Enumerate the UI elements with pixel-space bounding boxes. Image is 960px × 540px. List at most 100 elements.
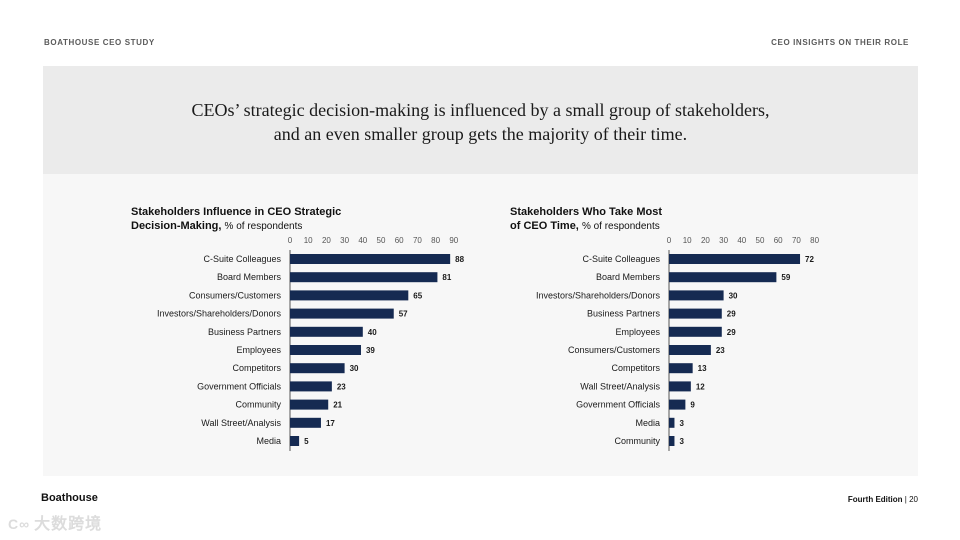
bar-value-label: 12	[696, 382, 705, 391]
bar-value-label: 3	[679, 437, 684, 446]
chart-2-title-line-1: Stakeholders Who Take Most	[510, 206, 662, 218]
header-section-label: CEO INSIGHTS ON THEIR ROLE	[771, 38, 909, 47]
bar	[290, 417, 321, 428]
bar	[669, 326, 722, 337]
bar	[669, 381, 691, 392]
x-tick-label: 20	[322, 236, 331, 245]
category-label: Government Officials	[197, 381, 281, 391]
category-label: Board Members	[596, 272, 661, 282]
footer-edition: Fourth Edition	[847, 495, 903, 504]
x-tick-label: 70	[792, 236, 801, 245]
bar-value-label: 81	[442, 273, 451, 282]
bar	[669, 417, 675, 428]
bar	[669, 345, 711, 355]
x-tick-label: 0	[288, 236, 293, 245]
category-label: Business Partners	[208, 327, 282, 337]
category-label: Board Members	[217, 272, 282, 282]
bar-value-label: 9	[690, 401, 695, 410]
bar-value-label: 65	[413, 291, 422, 300]
watermark-logo-icon: C∞	[8, 516, 31, 532]
bar-value-label: 30	[350, 364, 359, 373]
category-label: Community	[614, 436, 660, 446]
bar	[669, 290, 724, 301]
category-label: Investors/Shareholders/Donors	[157, 309, 282, 319]
bar-value-label: 88	[455, 255, 464, 264]
headline-band: CEOs’ strategic decision-making is influ…	[43, 66, 918, 174]
x-tick-label: 80	[810, 236, 819, 245]
bar-value-label: 72	[805, 255, 814, 264]
bar	[290, 345, 361, 355]
category-label: Media	[256, 436, 281, 446]
bar	[290, 254, 451, 264]
chart-1-title-main: Decision-Making,	[131, 220, 222, 232]
category-label: Employees	[615, 327, 660, 337]
bar	[669, 254, 801, 264]
bar	[290, 272, 438, 283]
bar-value-label: 3	[679, 419, 684, 428]
bar-value-label: 23	[716, 346, 725, 355]
bar	[290, 326, 363, 337]
bar-value-label: 5	[304, 437, 309, 446]
bar-value-label: 21	[333, 401, 342, 410]
x-tick-label: 40	[358, 236, 367, 245]
category-label: Wall Street/Analysis	[580, 381, 660, 391]
watermark-text: 大数跨境	[34, 516, 103, 533]
x-tick-label: 40	[737, 236, 746, 245]
bar	[290, 290, 409, 301]
headline: CEOs’ strategic decision-making is influ…	[43, 98, 918, 146]
bar	[669, 308, 722, 319]
chart-2-title-main: of CEO Time,	[510, 220, 579, 232]
category-label: Consumers/Customers	[189, 290, 282, 300]
bar-value-label: 39	[366, 346, 375, 355]
x-tick-label: 60	[774, 236, 783, 245]
bar-value-label: 23	[337, 382, 346, 391]
footer-page-number: 20	[909, 495, 918, 504]
content-panel: CEOs’ strategic decision-making is influ…	[43, 66, 918, 476]
chart-1-title-line-2: Decision-Making, % of respondents	[131, 219, 341, 234]
x-tick-label: 60	[395, 236, 404, 245]
chart-1-unit: % of respondents	[224, 221, 303, 232]
bar	[669, 436, 675, 446]
bar-value-label: 59	[781, 273, 790, 282]
bar	[290, 308, 394, 319]
chart-2-title-line-2: of CEO Time, % of respondents	[510, 219, 662, 234]
bar	[669, 363, 693, 374]
category-label: C-Suite Colleagues	[203, 254, 281, 264]
headline-line-2: and an even smaller group gets the major…	[273, 124, 688, 144]
x-tick-label: 90	[449, 236, 458, 245]
x-tick-label: 10	[683, 236, 692, 245]
x-tick-label: 80	[431, 236, 440, 245]
x-tick-label: 10	[304, 236, 313, 245]
footer-separator: |	[904, 495, 907, 504]
bar	[669, 399, 686, 410]
chart-2-unit: % of respondents	[581, 221, 660, 232]
category-label: Competitors	[232, 363, 281, 373]
category-label: Community	[235, 400, 281, 410]
bar-value-label: 29	[727, 328, 736, 337]
bar	[290, 363, 345, 374]
category-label: Consumers/Customers	[568, 345, 661, 355]
category-label: Business Partners	[587, 309, 661, 319]
bar	[669, 272, 777, 283]
bar	[290, 436, 300, 446]
headline-line-1: CEOs’ strategic decision-making is influ…	[191, 100, 770, 120]
category-label: Wall Street/Analysis	[201, 418, 281, 428]
bar-value-label: 57	[399, 310, 408, 319]
bar	[290, 399, 329, 410]
chart-1-title: Stakeholders Influence in CEO Strategic …	[131, 205, 341, 234]
x-tick-label: 50	[756, 236, 765, 245]
x-tick-label: 0	[667, 236, 672, 245]
x-tick-label: 20	[701, 236, 710, 245]
category-label: Government Officials	[576, 400, 660, 410]
x-tick-label: 30	[340, 236, 349, 245]
bar-value-label: 13	[698, 364, 707, 373]
category-label: C-Suite Colleagues	[582, 254, 660, 264]
bar-value-label: 40	[368, 328, 377, 337]
bar-value-label: 17	[326, 419, 335, 428]
bar-value-label: 29	[727, 310, 736, 319]
footer-brand: Boathouse	[41, 492, 98, 504]
chart-2-title: Stakeholders Who Take Most of CEO Time, …	[510, 205, 662, 234]
category-label: Investors/Shareholders/Donors	[536, 290, 661, 300]
bar-value-label: 30	[729, 291, 738, 300]
